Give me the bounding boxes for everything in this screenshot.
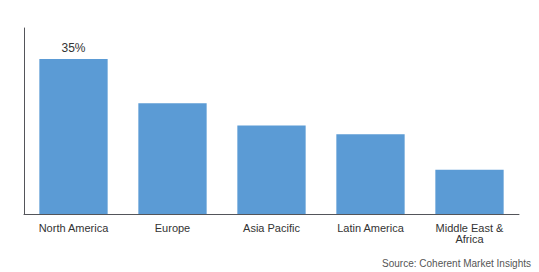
svg-text:Middle East &: Middle East &: [435, 221, 504, 234]
svg-text:North America: North America: [39, 222, 110, 234]
svg-text:Latin America: Latin America: [337, 222, 405, 234]
svg-text:Asia Pacific: Asia Pacific: [243, 222, 300, 234]
svg-text:35%: 35%: [61, 41, 85, 55]
svg-text:Africa: Africa: [455, 233, 484, 245]
svg-text:Source: Coherent Market Insigh: Source: Coherent Market Insights: [382, 258, 531, 269]
svg-text:Europe: Europe: [155, 222, 190, 234]
